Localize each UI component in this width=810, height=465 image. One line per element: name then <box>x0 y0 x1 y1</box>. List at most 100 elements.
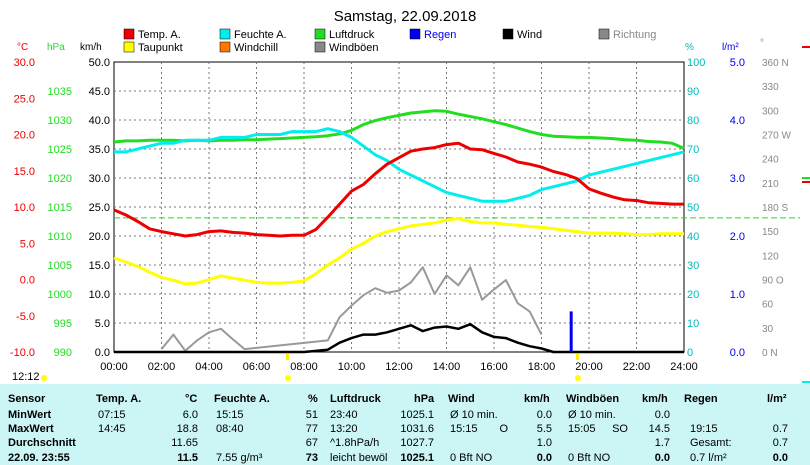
direction-tick: 0 N <box>762 348 778 359</box>
wind-tick: 50.0 <box>89 57 110 69</box>
legend-swatch-gust <box>314 41 326 53</box>
wind-tick: 40.0 <box>89 115 110 127</box>
legend-label-windchill: Windchill <box>234 42 278 54</box>
header-rain: Regen <box>684 393 718 405</box>
humidity-tick: 60 <box>687 173 699 185</box>
humidity-tick: 10 <box>687 318 699 330</box>
header-temp-unit: °C <box>185 393 198 405</box>
series-temp-a- <box>113 141 684 238</box>
rain-tick: 4.0 <box>730 115 745 127</box>
wind-tick: 45.0 <box>89 86 110 98</box>
humidity-tick: 30 <box>687 260 699 272</box>
table-cell-hum-time: 15:15 <box>216 409 244 421</box>
axis-ticks: 30.0 25.0 20.0 15.0 10.0 5.0 0.0 -5.0 -10.0 1035 1… <box>10 57 792 373</box>
wind-tick: 0.0 <box>95 347 110 359</box>
direction-tick: 210 <box>762 179 779 190</box>
legend-swatch-wind <box>502 28 514 40</box>
x-tick: 16:00 <box>480 361 508 373</box>
wind-tick: 5.0 <box>95 318 110 330</box>
table-cell-press-val: 1031.6 <box>400 423 434 435</box>
table-cell-temp-val: 11.65 <box>171 437 198 449</box>
legend-label-direction: Richtung <box>613 29 656 41</box>
direction-tick: 120 <box>762 251 779 262</box>
legend-label-pressure: Luftdruck <box>329 29 375 41</box>
direction-tick: 150 <box>762 227 779 238</box>
pressure-tick: 990 <box>54 347 72 359</box>
table-cell-label: MaxWert <box>8 423 54 435</box>
legend-swatch-dew <box>123 41 135 53</box>
table-cell-hum-val: 77 <box>305 423 318 435</box>
wind-tick: 30.0 <box>89 173 110 185</box>
table-cell-label: MinWert <box>8 409 52 421</box>
temp-tick: 0.0 <box>20 275 35 287</box>
table-cell-hum-val: 67 <box>305 437 318 449</box>
table-cell-temp-time: 07:15 <box>98 409 126 421</box>
humidity-tick: 100 <box>687 57 705 69</box>
table-cell-press-val: 1027.7 <box>400 437 434 449</box>
table-cell-gust-dir: SO <box>612 423 628 435</box>
header-press-unit: hPa <box>414 393 435 405</box>
table-cell-wind-time: 0 Bft NO <box>450 452 493 464</box>
x-tick: 24:00 <box>670 361 698 373</box>
header-wind-unit: km/h <box>524 393 550 405</box>
marker-sunrise <box>286 354 289 360</box>
wind-tick: 35.0 <box>89 144 110 156</box>
rain-tick: 3.0 <box>730 173 745 185</box>
table-cell-press-time: ^1.8hPa/h <box>330 437 380 449</box>
legend-swatch-rain <box>409 28 421 40</box>
rain-tick: 2.0 <box>730 231 745 243</box>
pressure-tick: 1005 <box>48 260 72 272</box>
temp-tick: 15.0 <box>14 166 35 178</box>
x-tick: 18:00 <box>528 361 556 373</box>
series-taupunkt <box>113 217 684 286</box>
pressure-tick: 1020 <box>48 173 72 185</box>
clock-dot <box>41 375 47 381</box>
humidity-tick: 90 <box>687 86 699 98</box>
table-cell-hum-time: 7.55 g/m³ <box>216 452 263 464</box>
wind-unit-label: km/h <box>80 42 102 53</box>
direction-tick: 330 <box>762 82 779 93</box>
wind-tick: 10.0 <box>89 289 110 301</box>
sunrise-dot <box>285 375 291 381</box>
direction-tick: 90 O <box>762 276 784 287</box>
table-cell-gust-time: 0 Bft NO <box>568 452 611 464</box>
direction-tick: 60 <box>762 300 774 311</box>
pressure-tick: 1010 <box>48 231 72 243</box>
table-cell-rain-val: 0.0 <box>772 452 788 464</box>
side-marks <box>41 46 810 383</box>
table-cell-wind-val: 0.0 <box>536 409 552 421</box>
legend-swatch-direction <box>598 28 610 40</box>
table-cell-hum-time: 08:40 <box>216 423 244 435</box>
humidity-tick: 20 <box>687 289 699 301</box>
temp-tick: 10.0 <box>14 202 35 214</box>
header-gust: Windböen <box>566 393 620 405</box>
header-hum-unit: % <box>308 393 318 405</box>
sunset-dot <box>575 375 581 381</box>
legend-label-dew: Taupunkt <box>138 42 183 54</box>
table-cell-hum-val: 73 <box>305 452 318 464</box>
legend-label-humidity: Feuchte A. <box>234 29 287 41</box>
table-cell-gust-time: Ø 10 min. <box>568 409 616 421</box>
legend-swatch-windchill <box>219 41 231 53</box>
temp-tick: 5.0 <box>20 238 35 250</box>
header-wind: Wind <box>448 393 475 405</box>
table-cell-rain-time: Gesamt: <box>690 437 732 449</box>
table-cell-temp-val: 6.0 <box>182 409 198 421</box>
chart-title: Samstag, 22.09.2018 <box>334 8 477 25</box>
table-cell-press-time: leicht bewöl <box>330 452 388 464</box>
header-temp: Temp. A. <box>96 393 142 405</box>
legend-label-wind: Wind <box>517 29 542 41</box>
pressure-unit-label: hPa <box>47 42 65 53</box>
rain-tick: 5.0 <box>730 57 745 69</box>
table-cell-wind-val: 1.0 <box>536 437 552 449</box>
pressure-tick: 1025 <box>48 144 72 156</box>
table-cell-rain-time: 19:15 <box>690 423 718 435</box>
header-press: Luftdruck <box>330 393 381 405</box>
table-cell-press-val: 1025.1 <box>400 452 434 464</box>
clock-time: 12:12 <box>12 371 40 383</box>
humidity-tick: 0 <box>687 347 693 359</box>
table-cell-wind-val: 5.5 <box>536 423 552 435</box>
table-cell-label: Durchschnitt <box>8 437 76 449</box>
legend-label-gust: Windböen <box>329 42 379 54</box>
legend-swatch-temp <box>123 28 135 40</box>
